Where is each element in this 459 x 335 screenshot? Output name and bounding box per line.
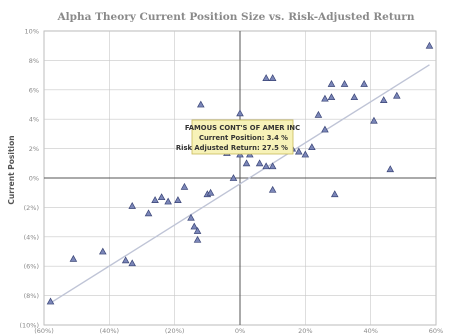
data-point[interactable] <box>242 159 251 167</box>
data-point[interactable] <box>229 174 238 181</box>
y-tick-label: (10%) <box>19 322 39 330</box>
x-tick-label: 60% <box>429 327 443 335</box>
data-point[interactable] <box>144 209 153 217</box>
data-point[interactable] <box>262 162 270 170</box>
x-tick-label: (60%) <box>34 327 54 335</box>
data-point[interactable] <box>151 196 159 203</box>
y-tick-label: (4%) <box>24 233 39 241</box>
data-point[interactable] <box>262 74 270 81</box>
y-tick-label: 4% <box>29 116 39 124</box>
data-point[interactable] <box>301 150 310 158</box>
data-point[interactable] <box>386 165 395 173</box>
trendline-layer <box>50 64 430 304</box>
data-point[interactable] <box>121 256 130 264</box>
tooltip-box <box>191 119 294 155</box>
tick-labels: (60%) (40%) (20%) 0% 20% 40% 60% 10% 8% 6% 4% 2% 0% (… <box>19 28 443 335</box>
trendline <box>50 64 430 304</box>
data-point[interactable] <box>295 147 303 155</box>
data-point[interactable] <box>193 226 202 234</box>
data-point[interactable] <box>330 190 339 198</box>
y-tick-label: 10% <box>25 28 39 36</box>
tooltip-line-position: Current Position: 3.4 % <box>199 134 288 142</box>
data-point[interactable] <box>268 74 277 81</box>
data-point[interactable] <box>370 116 378 124</box>
data-point[interactable] <box>128 259 136 267</box>
x-tick-label: (40%) <box>100 327 120 335</box>
data-point[interactable] <box>308 143 316 151</box>
data-point[interactable] <box>255 159 264 167</box>
data-point[interactable] <box>206 188 215 196</box>
chart-title: Alpha Theory Current Position Size vs. R… <box>57 11 415 23</box>
y-tick-label: (2%) <box>24 204 39 212</box>
data-point[interactable] <box>268 162 277 170</box>
data-point[interactable] <box>193 235 202 243</box>
data-point[interactable] <box>46 297 55 305</box>
x-tick-label: (20%) <box>165 327 185 335</box>
x-tick-label: 0% <box>235 327 245 335</box>
data-point[interactable] <box>321 94 329 102</box>
x-tick-label: 40% <box>363 327 377 335</box>
data-point[interactable] <box>425 41 434 49</box>
data-point[interactable] <box>164 197 172 205</box>
data-point[interactable] <box>321 125 329 133</box>
point-tooltip: FAMOUS CONT'S OF AMER INC Current Positi… <box>176 119 300 155</box>
data-point[interactable] <box>69 254 78 262</box>
y-tick-label: (6%) <box>24 263 39 271</box>
x-tick-label: 20% <box>298 327 312 335</box>
data-point[interactable] <box>327 79 336 87</box>
data-point[interactable] <box>99 247 107 255</box>
data-point[interactable] <box>187 213 195 221</box>
data-point[interactable] <box>174 196 182 203</box>
tooltip-line-return: Risk Adjusted Return: 27.5 % <box>176 144 288 152</box>
y-axis-title: Current Position <box>7 135 16 204</box>
y-tick-label: 6% <box>29 86 39 94</box>
data-point[interactable] <box>236 109 244 117</box>
data-point[interactable] <box>314 110 323 118</box>
y-tick-label: (8%) <box>24 292 39 300</box>
data-point[interactable] <box>157 193 166 201</box>
axes <box>44 31 436 325</box>
y-tick-label: 0% <box>29 175 39 183</box>
data-point[interactable] <box>393 91 401 99</box>
tooltip-title: FAMOUS CONT'S OF AMER INC <box>185 124 300 132</box>
y-tick-label: 8% <box>29 57 39 65</box>
data-point[interactable] <box>180 182 189 190</box>
data-point[interactable] <box>340 79 349 87</box>
data-point[interactable] <box>190 222 199 230</box>
data-point[interactable] <box>360 79 368 87</box>
data-point[interactable] <box>197 100 205 108</box>
data-point[interactable] <box>268 185 277 193</box>
data-point[interactable] <box>379 96 388 103</box>
y-tick-label: 2% <box>29 145 39 153</box>
data-point[interactable] <box>128 202 136 209</box>
data-point[interactable] <box>327 93 336 101</box>
data-point[interactable] <box>350 93 359 101</box>
